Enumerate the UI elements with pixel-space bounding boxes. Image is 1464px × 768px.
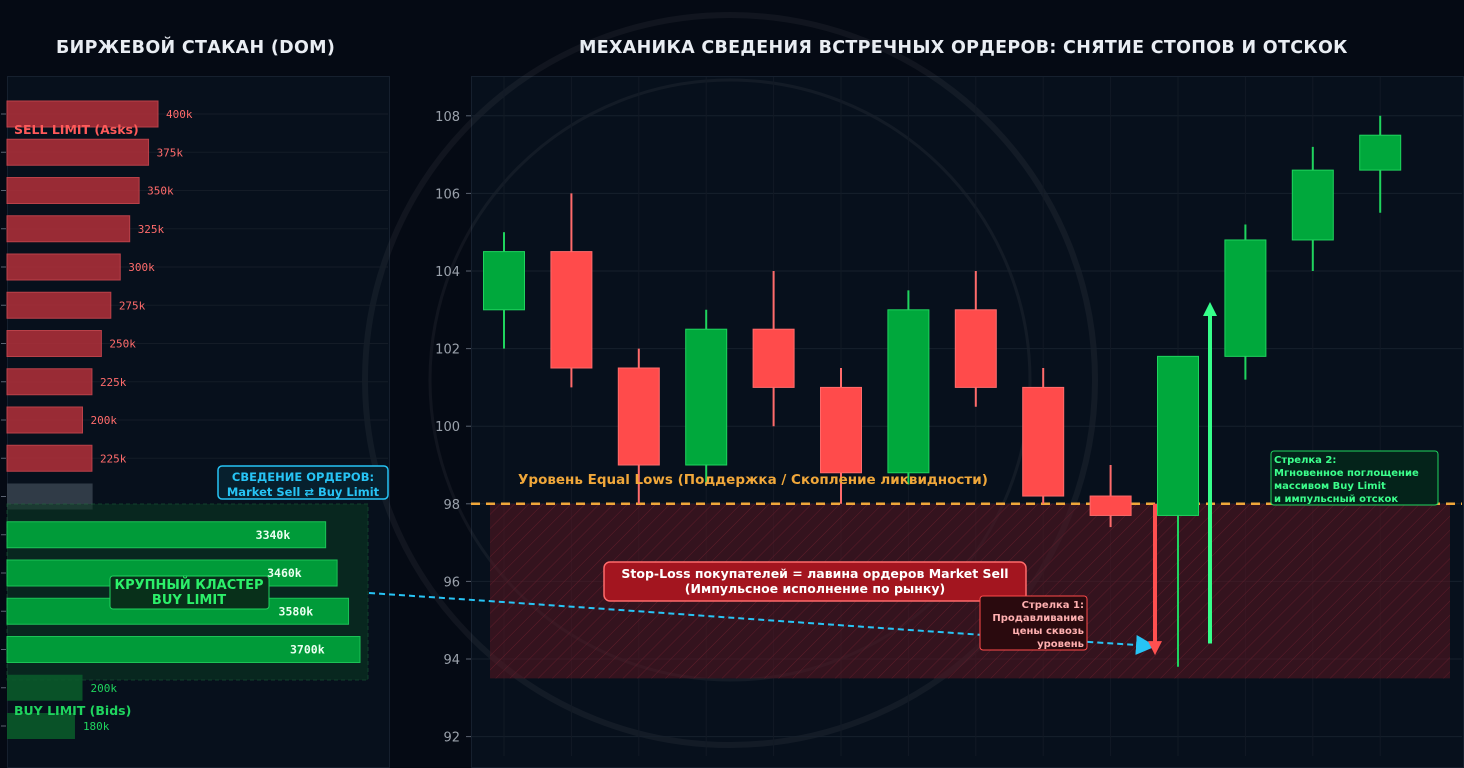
arrow2-label: Стрелка 2: Мгновенное поглощение массивом … <box>1274 455 1419 505</box>
candle-body <box>954 309 997 388</box>
candle-body <box>1022 386 1065 497</box>
ask-volume-label: 200k <box>91 414 118 427</box>
y-tick-label: 96 <box>443 575 460 590</box>
y-tick-label: 108 <box>435 110 460 125</box>
candle-body <box>820 386 862 474</box>
candle-body <box>550 251 593 369</box>
cluster-label: КРУПНЫЙ КЛАСТЕР BUY LIMIT <box>114 577 263 608</box>
ask-bar <box>6 177 140 204</box>
convergence-label: СВЕДЕНИЕ ОРДЕРОВ: Market Sell ⇄ Buy Limit <box>227 470 380 499</box>
dom-sell-label: SELL LIMIT (Asks) <box>14 122 139 137</box>
bid-volume-label: 180k <box>83 720 110 733</box>
ask-bar <box>6 253 121 281</box>
ask-volume-label: 325k <box>138 223 165 236</box>
candle-body <box>1359 134 1402 171</box>
ask-bar <box>6 368 93 396</box>
bid-volume-label: 3700k <box>290 643 325 657</box>
ask-bar <box>6 291 112 319</box>
ask-volume-label: 225k <box>100 376 127 389</box>
y-tick-label: 94 <box>443 653 460 668</box>
ask-volume-label: 375k <box>157 146 184 159</box>
ask-bar <box>6 444 93 472</box>
bid-bar <box>7 674 83 701</box>
y-tick-label: 106 <box>435 187 460 202</box>
candle-body <box>1291 169 1334 241</box>
ask-volume-label: 400k <box>166 108 193 121</box>
candle-body <box>1157 355 1199 516</box>
bid-volume-label: 3460k <box>267 566 302 580</box>
bid-bar-cluster <box>6 636 361 663</box>
arrow2-label-box <box>1270 450 1439 506</box>
chart-title: МЕХАНИКА СВЕДЕНИЯ ВСТРЕЧНЫХ ОРДЕРОВ: СНЯ… <box>579 38 1348 58</box>
watermark-logo <box>362 12 1098 748</box>
ask-bar <box>6 215 131 243</box>
candle-body <box>685 328 728 466</box>
y-tick-label: 98 <box>443 498 460 513</box>
ask-volume-label: 300k <box>128 261 155 274</box>
bid-volume-label: 3340k <box>256 528 291 542</box>
y-tick-label: 92 <box>443 731 460 746</box>
y-tick-label: 104 <box>435 265 460 280</box>
y-tick-label: 102 <box>435 343 460 358</box>
convergence-label-box <box>217 465 389 500</box>
dom-title: БИРЖЕВОЙ СТАКАН (DOM) <box>56 38 336 58</box>
arrow1-label: Стрелка 1: Продавливание цены сквозь уровен… <box>992 600 1084 650</box>
candle-body <box>1224 239 1267 357</box>
arrow1-head <box>1148 641 1162 656</box>
stop-loss-label-box <box>603 561 1027 602</box>
ask-bar <box>6 138 150 166</box>
ask-volume-label: 225k <box>100 452 127 465</box>
level-label: Уровень Equal Lows (Поддержка / Скоплени… <box>518 472 988 488</box>
candle-body <box>1089 495 1132 516</box>
candle-body <box>483 251 525 311</box>
ask-volume-label: 250k <box>109 338 136 351</box>
dom-buy-label: BUY LIMIT (Bids) <box>14 703 131 718</box>
y-tick-label: 100 <box>435 420 460 435</box>
order-link-arrow <box>368 592 1156 655</box>
candle-body <box>887 309 930 474</box>
candle-body <box>617 367 660 466</box>
arrow1-label-box <box>979 595 1088 651</box>
candle-body <box>752 328 795 388</box>
ask-bar <box>6 330 102 357</box>
bid-volume-label: 3580k <box>279 604 314 618</box>
bid-volume-label: 200k <box>91 682 118 695</box>
ask-bar <box>6 406 83 434</box>
bid-bar <box>7 713 75 739</box>
ask-bar <box>6 100 159 128</box>
stop-loss-label: Stop-Loss покупателей = лавина ордеров M… <box>621 566 1008 596</box>
bid-bar-cluster <box>6 521 327 549</box>
ask-volume-label: 350k <box>147 185 174 198</box>
cluster-label-box <box>109 575 270 610</box>
ask-volume-label: 275k <box>119 299 146 312</box>
arrow2-head <box>1203 302 1217 317</box>
bid-bar-cluster <box>6 559 338 587</box>
